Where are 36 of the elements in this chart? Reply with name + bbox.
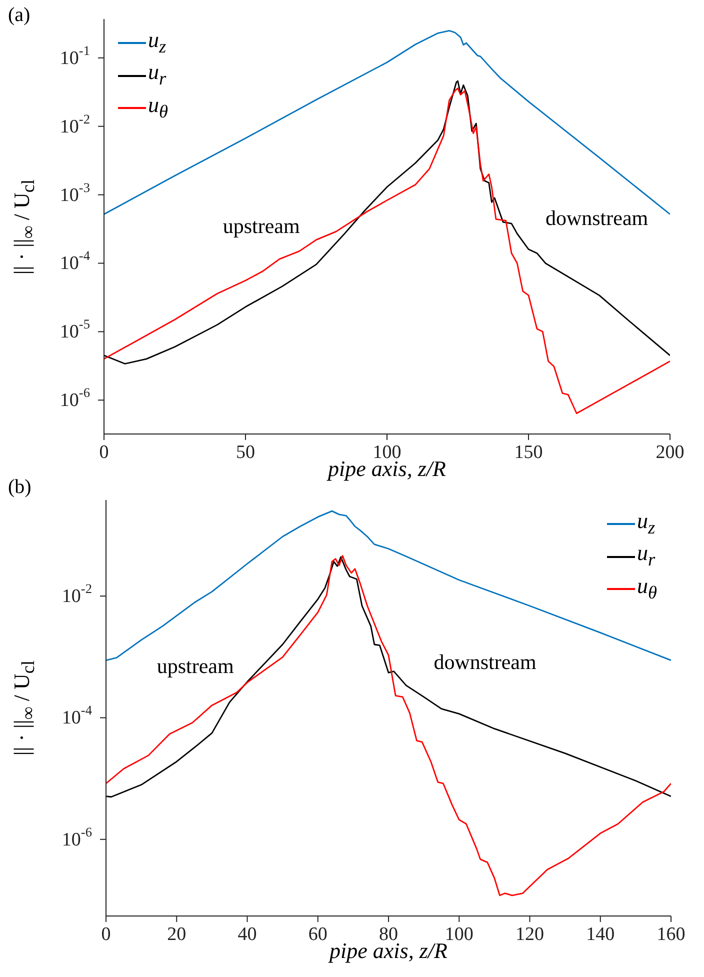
y-tick-label: 10$^{-4}$ [60, 248, 90, 274]
x-tick-label: 160 [656, 924, 686, 945]
x-tick-label: 140 [586, 924, 615, 945]
annotation: downstream [434, 650, 536, 675]
y-tick-label: 10$^{-2}$ [62, 581, 92, 607]
annotation: downstream [545, 206, 648, 231]
legend-label: u$_{z}$ [148, 27, 166, 58]
legend-label: u$_{θ}$ [636, 572, 657, 604]
x-tick-label: 40 [238, 924, 257, 945]
legend-label: u$_{z}$ [636, 508, 656, 540]
x-tick-label: 100 [372, 442, 402, 463]
y-tick-label: 10$^{-3}$ [60, 180, 90, 206]
y-tick-label: 10$^{-1}$ [60, 42, 90, 68]
x-tick-label: 0 [99, 442, 109, 463]
annotation: upstream [222, 214, 300, 240]
chart-title: (b) [8, 476, 32, 499]
y-tick-label: 10$^{-4}$ [62, 702, 92, 728]
x-tick-label: 120 [516, 924, 544, 945]
x-tick-label: 0 [101, 924, 111, 945]
x-tick-label: 200 [656, 442, 684, 463]
x-tick-label: 20 [167, 924, 186, 945]
x-tick-label: 50 [236, 442, 255, 463]
legend-label: u$_{r}$ [636, 540, 656, 572]
x-tick-label: 150 [514, 442, 543, 463]
y-tick-label: 10$^{-5}$ [60, 316, 90, 342]
line-series [104, 88, 670, 414]
x-tick-label: 60 [308, 924, 328, 945]
annotation: upstream [156, 654, 234, 679]
chart-title: (a) [8, 4, 30, 27]
y-tick-label: 10$^{-2}$ [60, 111, 90, 137]
y-tick-label: 10$^{-6}$ [62, 824, 92, 850]
legend-label: u$_{r}$ [148, 59, 166, 91]
legend-label: u$_{θ}$ [148, 92, 168, 124]
y-tick-label: 10$^{-6}$ [60, 385, 90, 411]
x-tick-label: 80 [379, 924, 398, 945]
x-tick-label: 100 [444, 924, 474, 945]
